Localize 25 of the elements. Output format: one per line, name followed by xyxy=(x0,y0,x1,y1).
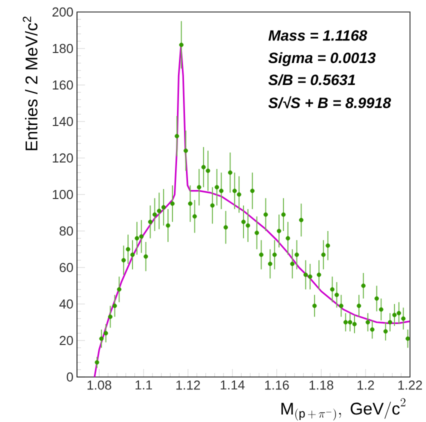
annotation: Mass = 1.1168 xyxy=(268,30,368,41)
y-tick-label: 140 xyxy=(52,116,73,126)
annotation: S/B = 0.5631 xyxy=(268,74,356,86)
y-tick-label: 200 xyxy=(52,7,73,17)
y-tick-label: 160 xyxy=(52,80,73,90)
y-tick-label: 60 xyxy=(60,262,73,272)
y-tick-label: 120 xyxy=(52,153,73,163)
annotation: Sigma = 0.0013 xyxy=(268,52,376,66)
x-tick-label: 1.14 xyxy=(220,380,245,390)
x-tick-label: 1.2 xyxy=(358,380,374,390)
x-tick-label: 1.22 xyxy=(398,380,422,390)
y-tick-label: 20 xyxy=(60,336,73,346)
y-tick-label: 180 xyxy=(52,44,73,54)
x-tick-label: 1.1 xyxy=(136,380,152,390)
y-tick-label: 0 xyxy=(66,372,73,382)
x-tick-label: 1.16 xyxy=(265,380,289,390)
y-tick-label: 100 xyxy=(52,190,73,200)
y-axis-title: Entries / 2 MeV/c$^{2}$ xyxy=(22,16,38,150)
y-tick-label: 40 xyxy=(59,299,73,309)
y-tick-label: 80 xyxy=(60,226,73,236)
annotation: S/√S + B = 8.9918 xyxy=(268,96,392,108)
x-axis-title: $\mathrm{M}_{(\mathrm{p}\,+\,\pi^{-})}\mathrm{,\ GeV/c}^{2}$ xyxy=(281,398,406,421)
x-tick-label: 1.18 xyxy=(310,380,334,390)
x-tick-label: 1.12 xyxy=(176,380,200,390)
x-tick-label: 1.08 xyxy=(88,380,112,390)
